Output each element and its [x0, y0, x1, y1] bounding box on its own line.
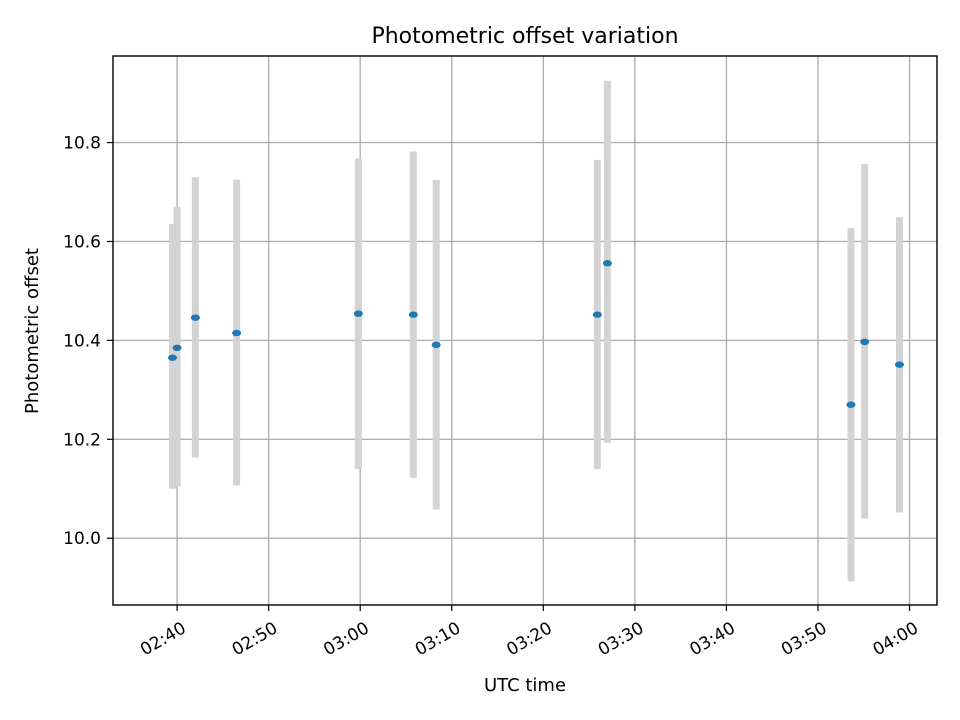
data-point-10	[860, 338, 870, 346]
data-point-7	[592, 311, 602, 318]
data-point-0	[168, 354, 178, 361]
grid-lines	[113, 56, 937, 605]
y-tick-label-4: 10.8	[63, 134, 101, 154]
data-point-11	[894, 361, 904, 368]
data-point-1	[172, 344, 182, 352]
y-axis-ticks: 10.0 10.2 10.4 10.6 10.8	[63, 134, 113, 549]
y-axis-label: Photometric offset	[22, 248, 43, 414]
y-tick-label-3: 10.6	[63, 232, 101, 252]
data-points	[168, 260, 904, 408]
plot-frame	[112, 55, 938, 606]
data-point-4	[353, 310, 363, 317]
data-point-6	[431, 341, 441, 349]
data-point-5	[408, 311, 418, 318]
y-tick-label-0: 10.0	[63, 529, 101, 549]
data-point-2	[190, 314, 200, 321]
y-tick-label-2: 10.4	[63, 331, 101, 351]
chart-title: Photometric offset variation	[371, 24, 678, 49]
data-point-3	[232, 329, 242, 337]
y-tick-label-1: 10.2	[63, 430, 101, 450]
x-axis-label: UTC time	[484, 675, 566, 696]
data-point-8	[602, 260, 612, 267]
data-point-9	[846, 401, 856, 408]
